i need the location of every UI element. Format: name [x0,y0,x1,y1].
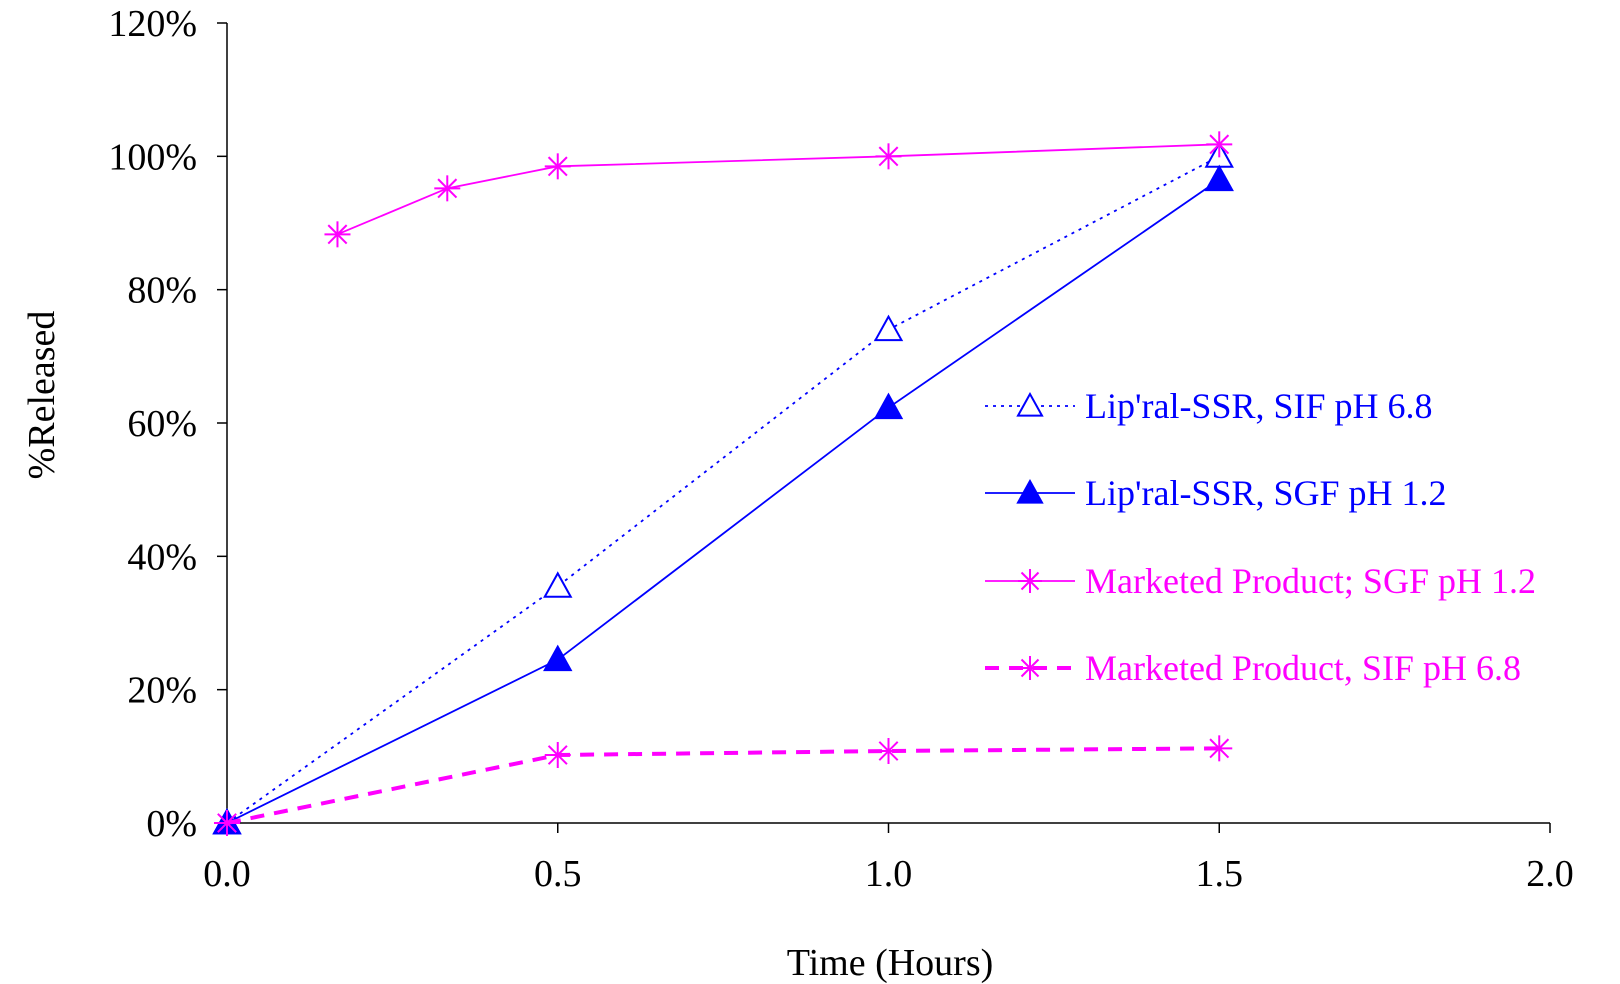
x-tick-label: 2.0 [1526,853,1574,895]
data-point [544,742,571,768]
x-tick-label: 1.5 [1196,853,1244,895]
data-point [543,644,573,672]
legend-item: Lip'ral-SSR, SGF pH 1.2 [985,473,1447,513]
x-tick-label: 0.5 [534,853,582,895]
y-tick-label: 20% [127,670,197,712]
legend-marker [1018,656,1042,680]
series-2 [212,164,1234,835]
y-axis-ticks: 0% 20% 40% 60% 80% 100% 120% [108,3,227,845]
legend-label: Lip'ral-SSR, SIF pH 6.8 [1085,386,1433,426]
x-axis-title: Time (Hours) [787,942,994,984]
series-line [226,178,1220,824]
data-point [873,392,904,420]
legend-marker [1018,569,1042,593]
data-point [434,175,461,202]
y-tick-label: 40% [127,536,197,578]
y-tick-label: 60% [127,403,197,445]
legend: Lip'ral-SSR, SIF pH 6.8 Lip'ral-SSR, SGF … [985,386,1536,688]
series-1 [212,141,1234,835]
data-point [324,221,351,248]
series-line [226,155,1220,824]
series-layer [212,131,1234,836]
series-4 [214,735,1233,836]
data-point [875,143,902,170]
legend-item: Lip'ral-SSR, SIF pH 6.8 [985,386,1433,426]
data-point [1206,131,1233,158]
y-axis-title: %Released [21,311,63,480]
legend-item: Marketed Product; SGF pH 1.2 [985,561,1536,601]
series-line [226,746,1220,825]
y-tick-label: 100% [108,136,197,178]
legend-label: Marketed Product, SIF pH 6.8 [1085,648,1521,688]
x-axis-ticks: 0.0 0.5 1.0 1.5 2.0 [203,823,1574,895]
x-tick-label: 0.0 [203,853,251,895]
legend-item: Marketed Product, SIF pH 6.8 [985,648,1521,688]
data-point [214,810,240,836]
legend-marker [1016,478,1044,504]
y-tick-label: 120% [108,3,197,45]
data-point [1206,735,1233,762]
data-point [1204,164,1234,192]
x-tick-label: 1.0 [865,853,913,895]
y-tick-label: 0% [146,803,197,845]
y-tick-label: 80% [127,270,197,312]
legend-label: Lip'ral-SSR, SGF pH 1.2 [1085,473,1447,513]
series-line [337,143,1220,236]
legend-label: Marketed Product; SGF pH 1.2 [1085,561,1536,601]
data-point [543,571,573,598]
data-point [875,738,902,764]
data-point [873,314,904,342]
data-point [544,153,571,180]
legend-marker [1016,391,1044,417]
series-3 [324,131,1233,248]
